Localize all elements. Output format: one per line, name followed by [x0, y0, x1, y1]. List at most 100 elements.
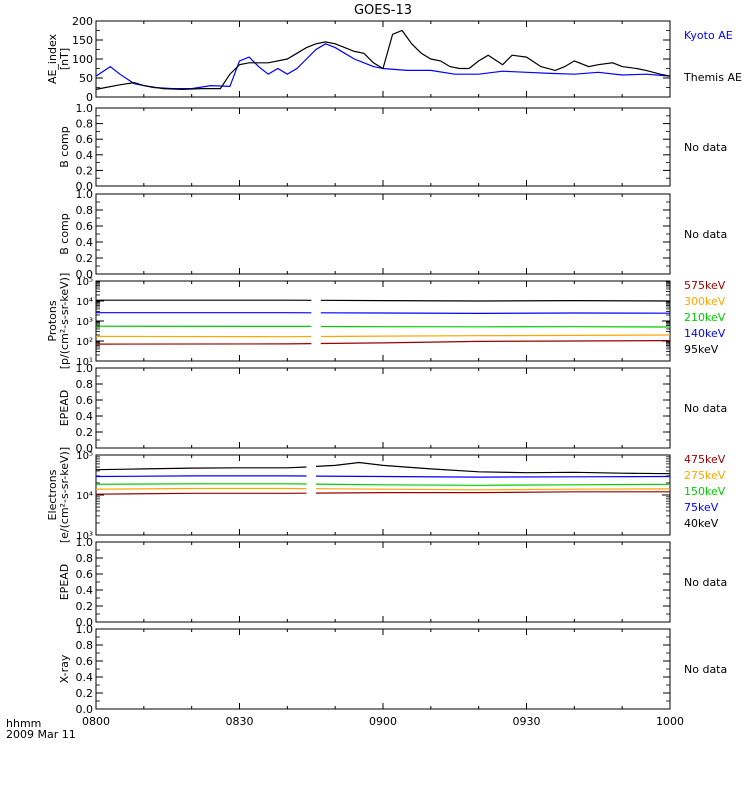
- y-tick-label: 0.4: [76, 584, 94, 597]
- x-tick-label: 0930: [513, 715, 541, 728]
- x-tick-label: 0830: [226, 715, 254, 728]
- y-tick-label: 0.4: [76, 149, 94, 162]
- legend-entry: 95keV: [684, 343, 719, 356]
- y-axis-label: EPEAD: [58, 564, 71, 601]
- panel-xray: 0.0 0.2 0.4 0.6 0.8 1.0 X-ray No data: [58, 623, 727, 716]
- series-line-150kev: [315, 483, 671, 486]
- series-line-140kev: [320, 334, 671, 338]
- y-tick-label: 0.0: [76, 442, 94, 455]
- panel-frame: [95, 280, 671, 362]
- y-tick-label: 1.0: [76, 623, 94, 636]
- series-line-40kev: [315, 461, 671, 475]
- y-tick-label: 0.6: [76, 394, 94, 407]
- y-tick-label: 0.4: [76, 410, 94, 423]
- y-tick-label: 10⁴: [76, 297, 93, 308]
- panel-epead2: 0.0 0.2 0.4 0.6 0.8 1.0 EPEAD No data: [58, 536, 727, 629]
- series-line-210kev: [320, 325, 671, 328]
- panels: 0 50 100 150 200 AE_index [nT] Kyoto AE Themis A…: [46, 15, 742, 716]
- x-tick-label: 0800: [82, 715, 110, 728]
- y-axis-label: Electrons: [46, 469, 59, 520]
- series-line-75kev: [95, 475, 307, 478]
- legend-entry: 140keV: [684, 327, 726, 340]
- x-tick-label: 1000: [656, 715, 684, 728]
- y-tick-label: 10⁵: [76, 451, 93, 462]
- series-line-300kev: [320, 312, 671, 314]
- panel-protons: 10¹ 10² 10³ 10⁴ 10⁵ Protons [p/(cm²-s-sr-keV)]…: [46, 273, 726, 370]
- y-tick-label: 50: [79, 72, 93, 85]
- legend-entry: Themis AE: [683, 71, 742, 84]
- y-tick-label: 200: [72, 15, 93, 28]
- legend-entry: Kyoto AE: [684, 29, 733, 42]
- time-label-date: 2009 Mar 11: [6, 728, 76, 741]
- y-tick-label: 100: [72, 53, 93, 66]
- y-tick-label: 1.0: [76, 188, 94, 201]
- y-axis-label: X-ray: [58, 654, 71, 683]
- series-line-150kev: [95, 483, 307, 485]
- series-line-275kev: [95, 487, 307, 490]
- legend-entry: 300keV: [684, 295, 726, 308]
- time-axis: 0800 0830 0900 0930 1000: [82, 715, 684, 728]
- panel-frame: [95, 367, 671, 449]
- y-tick-label: 0.6: [76, 568, 94, 581]
- panel-epead1: 0.0 0.2 0.4 0.6 0.8 1.0 EPEAD No data: [58, 362, 727, 455]
- series-line-275kev: [315, 488, 671, 491]
- no-data-note: No data: [684, 576, 727, 589]
- y-tick-label: 0.8: [76, 378, 94, 391]
- y-tick-label: 0.8: [76, 118, 94, 131]
- panel-frame: [95, 107, 671, 187]
- time-label-hhmm: hhmm: [6, 717, 41, 730]
- no-data-note: No data: [684, 141, 727, 154]
- y-tick-label: 0: [86, 91, 93, 104]
- y-axis-label: [nT]: [58, 48, 71, 70]
- legend-entry: 575keV: [684, 279, 726, 292]
- panel-frame: [95, 193, 671, 275]
- legend-entry: 475keV: [684, 453, 726, 466]
- y-axis-label: [e/(cm²-s-sr-keV)]: [58, 447, 71, 543]
- no-data-note: No data: [684, 228, 727, 241]
- y-tick-label: 0.0: [76, 268, 94, 281]
- y-axis-label: B comp: [58, 213, 71, 255]
- y-axis-label: EPEAD: [58, 390, 71, 427]
- y-axis-label: [p/(cm²-s-sr-keV)]: [58, 273, 71, 370]
- y-tick-label: 10³: [76, 531, 93, 542]
- series-line-95kev: [95, 343, 312, 345]
- no-data-note: No data: [684, 663, 727, 676]
- series-line-95kev: [320, 340, 671, 345]
- y-tick-label: 1.0: [76, 102, 94, 115]
- y-tick-label: 10⁴: [76, 491, 93, 502]
- x-tick-label: 0900: [369, 715, 397, 728]
- legend-entry: 40keV: [684, 517, 719, 530]
- y-tick-label: 1.0: [76, 362, 94, 375]
- y-tick-label: 0.2: [76, 600, 94, 613]
- panel-bcomp1: 0.0 0.2 0.4 0.6 0.8 1.0 B comp No data: [58, 102, 727, 193]
- panel-frame: [95, 454, 671, 536]
- y-tick-label: 0.8: [76, 204, 94, 217]
- y-tick-label: 0.0: [76, 703, 94, 716]
- y-tick-label: 0.8: [76, 552, 94, 565]
- series-line-40kev: [95, 466, 307, 471]
- y-tick-label: 0.2: [76, 164, 94, 177]
- figure-title: GOES-13: [354, 3, 412, 18]
- y-tick-label: 0.8: [76, 639, 94, 652]
- y-tick-label: 0.0: [76, 180, 94, 193]
- y-tick-label: 0.6: [76, 655, 94, 668]
- series-line-575kev: [320, 299, 671, 302]
- no-data-note: No data: [684, 402, 727, 415]
- y-tick-label: 10³: [76, 317, 93, 328]
- panel-frame: [95, 628, 671, 710]
- legend-entry: 275keV: [684, 469, 726, 482]
- y-axis-label: B comp: [58, 126, 71, 168]
- y-tick-label: 0.0: [76, 616, 94, 629]
- y-tick-label: 10²: [76, 337, 93, 348]
- series-line-475kev: [315, 491, 670, 494]
- series-line-75kev: [315, 475, 671, 478]
- y-tick-label: 0.2: [76, 252, 94, 265]
- y-tick-label: 1.0: [76, 536, 94, 549]
- y-tick-label: 0.6: [76, 133, 94, 146]
- y-tick-label: 150: [72, 34, 93, 47]
- y-tick-label: 0.6: [76, 220, 94, 233]
- y-tick-label: 0.4: [76, 671, 94, 684]
- legend-entry: 210keV: [684, 311, 726, 324]
- y-tick-label: 10¹: [76, 357, 93, 368]
